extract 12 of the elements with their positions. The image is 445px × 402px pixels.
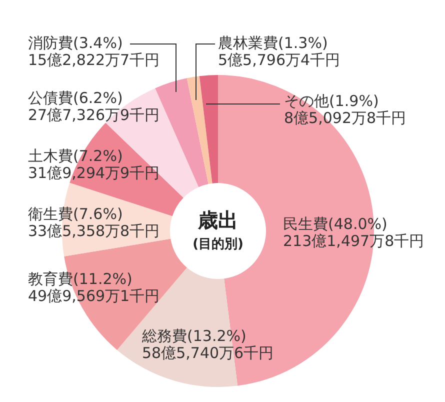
donut-slice bbox=[186, 76, 212, 184]
donut-slice bbox=[199, 75, 218, 184]
text: (目的別) bbox=[192, 237, 244, 252]
text: 歳出 bbox=[197, 208, 238, 232]
slice-label: 衛生費(7.6%) 33億5,358万8千円 bbox=[28, 205, 160, 240]
slice-label: 総務費(13.2%) 58億5,740万6千円 bbox=[141, 327, 274, 362]
slice-label: 農林業費(1.3%) 5億5,796万4千円 bbox=[218, 34, 340, 69]
slice-label: 公債費(6.2%) 27億7,326万9千円 bbox=[28, 89, 160, 124]
slice-label: 教育費(11.2%) 49億9,569万1千円 bbox=[28, 270, 160, 305]
slice-label: 民生費(48.0%) 213億1,497万8千円 bbox=[283, 215, 424, 250]
slice-label: 消防費(3.4%) 15億2,822万7千円 bbox=[28, 34, 160, 69]
slice-label: その他(1.9%) 8億5,092万8千円 bbox=[284, 92, 406, 127]
